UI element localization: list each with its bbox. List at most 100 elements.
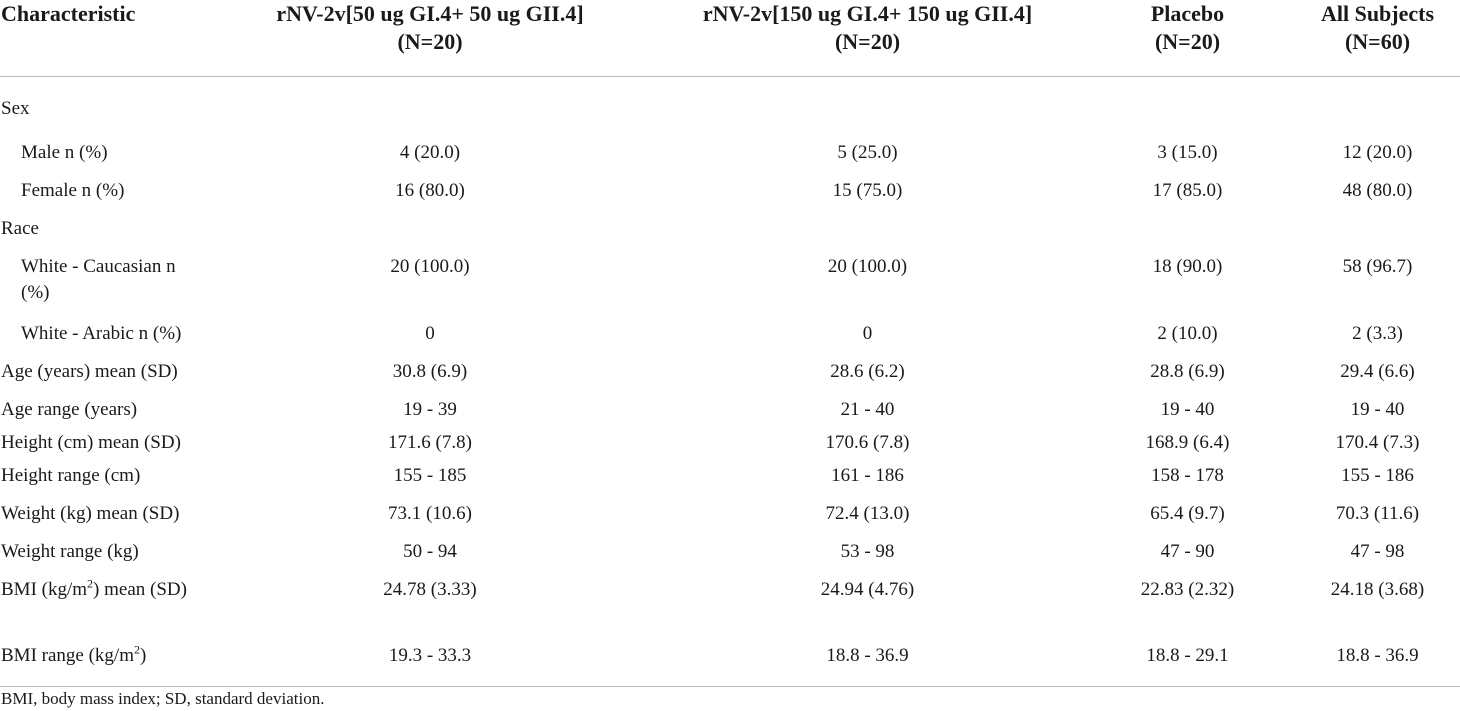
header-placebo: Placebo (N=20) bbox=[1080, 0, 1295, 77]
header-rnv-50ug: rNV-2v[50 ug GI.4+ 50 ug GII.4] (N=20) bbox=[205, 0, 655, 77]
cell-rnv-50ug: 171.6 (7.8) bbox=[388, 432, 472, 453]
cell-rnv-150ug: 0 bbox=[862, 323, 873, 344]
table-footnote: BMI, body mass index; SD, standard devia… bbox=[1, 689, 325, 708]
table-row: Male n (%) 4 (20.0) 5 (25.0) 3 (15.0) 12… bbox=[0, 133, 1460, 171]
table-row: White - Caucasian n (%) 20 (100.0) 20 (1… bbox=[0, 247, 1460, 314]
table-body: Sex Male n (%) 4 (20.0) 5 (25.0) 3 (15.0… bbox=[0, 77, 1460, 687]
cell-rnv-50ug: 73.1 (10.6) bbox=[388, 503, 472, 524]
cell-placebo bbox=[1080, 77, 1295, 134]
row-label: Age (years) mean (SD) bbox=[1, 361, 178, 382]
table-row: Age range (years) 19 - 39 21 - 40 19 - 4… bbox=[0, 390, 1460, 428]
demographics-table: Characteristic rNV-2v[50 ug GI.4+ 50 ug … bbox=[0, 0, 1460, 687]
cell-rnv-150ug: 24.94 (4.76) bbox=[820, 579, 915, 600]
header-all-subjects: All Subjects (N=60) bbox=[1295, 0, 1460, 77]
cell-rnv-150ug: 15 (75.0) bbox=[832, 180, 903, 201]
cell-placebo: 17 (85.0) bbox=[1152, 180, 1223, 201]
cell-all-subjects bbox=[1295, 77, 1460, 134]
cell-all-subjects: 170.4 (7.3) bbox=[1335, 432, 1420, 453]
row-label: Male n (%) bbox=[21, 142, 108, 163]
cell-placebo: 168.9 (6.4) bbox=[1145, 432, 1230, 453]
cell-all-subjects: 70.3 (11.6) bbox=[1335, 503, 1420, 524]
cell-rnv-50ug: 19.3 - 33.3 bbox=[205, 637, 655, 687]
table-row: White - Arabic n (%) 0 0 2 (10.0) 2 (3.3… bbox=[0, 314, 1460, 352]
cell-all-subjects: 18.8 - 36.9 bbox=[1295, 637, 1460, 687]
row-label: BMI range (kg/m2) bbox=[0, 637, 205, 687]
row-label: Weight range (kg) bbox=[1, 541, 139, 562]
row-label: White - Arabic n (%) bbox=[21, 323, 182, 344]
cell-rnv-150ug: 53 - 98 bbox=[840, 541, 895, 562]
cell-all-subjects: 24.18 (3.68) bbox=[1330, 579, 1425, 600]
cell-rnv-50ug bbox=[205, 77, 655, 134]
demographics-table-container: Characteristic rNV-2v[50 ug GI.4+ 50 ug … bbox=[0, 0, 1460, 687]
header-row: Characteristic rNV-2v[50 ug GI.4+ 50 ug … bbox=[0, 0, 1460, 77]
cell-placebo: 28.8 (6.9) bbox=[1150, 361, 1225, 382]
cell-all-subjects: 48 (80.0) bbox=[1342, 180, 1413, 201]
header-rnv-150ug: rNV-2v[150 ug GI.4+ 150 ug GII.4] (N=20) bbox=[655, 0, 1080, 77]
cell-all-subjects bbox=[1295, 209, 1460, 247]
table-row: Weight range (kg) 50 - 94 53 - 98 47 - 9… bbox=[0, 532, 1460, 570]
cell-rnv-150ug: 170.6 (7.8) bbox=[825, 432, 910, 453]
row-label: Sex bbox=[1, 98, 30, 119]
table-row: Race bbox=[0, 209, 1460, 247]
cell-rnv-150ug: 18.8 - 36.9 bbox=[655, 637, 1080, 687]
row-label: Female n (%) bbox=[21, 180, 125, 201]
cell-all-subjects: 12 (20.0) bbox=[1342, 142, 1413, 163]
row-label: Height (cm) mean (SD) bbox=[1, 432, 181, 453]
header-characteristic: Characteristic bbox=[0, 0, 205, 77]
cell-rnv-50ug: 19 - 39 bbox=[403, 399, 457, 420]
cell-rnv-150ug: 161 - 186 bbox=[831, 465, 904, 486]
cell-placebo: 158 - 178 bbox=[1151, 465, 1224, 486]
cell-all-subjects: 155 - 186 bbox=[1341, 465, 1414, 486]
cell-rnv-150ug: 20 (100.0) bbox=[827, 256, 908, 277]
bmi-label-suffix: ) mean (SD) bbox=[93, 579, 187, 600]
cell-placebo bbox=[1080, 209, 1295, 247]
cell-rnv-150ug: 5 (25.0) bbox=[837, 142, 898, 163]
table-row: Height range (cm) 155 - 185 161 - 186 15… bbox=[0, 456, 1460, 494]
cell-placebo: 18.8 - 29.1 bbox=[1080, 637, 1295, 687]
cell-placebo: 2 (10.0) bbox=[1157, 323, 1218, 344]
cell-all-subjects: 2 (3.3) bbox=[1352, 323, 1403, 344]
cell-rnv-50ug: 16 (80.0) bbox=[395, 180, 465, 201]
cell-rnv-50ug: 0 bbox=[425, 323, 435, 344]
cell-rnv-50ug: 50 - 94 bbox=[403, 541, 457, 562]
bmi-range-label-text: BMI range (kg/m bbox=[1, 645, 134, 666]
cell-rnv-50ug: 24.78 (3.33) bbox=[383, 579, 477, 600]
cell-all-subjects: 29.4 (6.6) bbox=[1340, 361, 1415, 382]
table-row: Height (cm) mean (SD) 171.6 (7.8) 170.6 … bbox=[0, 428, 1460, 456]
table-row: BMI range (kg/m2) 19.3 - 33.3 18.8 - 36.… bbox=[0, 637, 1460, 687]
row-label: Weight (kg) mean (SD) bbox=[1, 503, 180, 524]
cell-rnv-150ug bbox=[655, 209, 1080, 247]
table-row: BMI (kg/m2) mean (SD) 24.78 (3.33) 24.94… bbox=[0, 570, 1460, 637]
bmi-label-superscript: 2 bbox=[87, 576, 94, 591]
cell-rnv-150ug: 21 - 40 bbox=[840, 399, 895, 420]
bmi-range-label-superscript: 2 bbox=[133, 642, 140, 657]
cell-all-subjects: 58 (96.7) bbox=[1342, 256, 1413, 277]
table-row: Female n (%) 16 (80.0) 15 (75.0) 17 (85.… bbox=[0, 171, 1460, 209]
cell-placebo: 22.83 (2.32) bbox=[1140, 579, 1235, 600]
cell-rnv-50ug bbox=[205, 209, 655, 247]
table-header: Characteristic rNV-2v[50 ug GI.4+ 50 ug … bbox=[0, 0, 1460, 77]
cell-rnv-150ug: 72.4 (13.0) bbox=[825, 503, 910, 524]
cell-placebo: 47 - 90 bbox=[1160, 541, 1215, 562]
cell-rnv-50ug: 155 - 185 bbox=[393, 465, 467, 486]
table-row: Weight (kg) mean (SD) 73.1 (10.6) 72.4 (… bbox=[0, 494, 1460, 532]
bmi-label-text: BMI (kg/m bbox=[1, 579, 88, 600]
table-row: Age (years) mean (SD) 30.8 (6.9) 28.6 (6… bbox=[0, 352, 1460, 390]
bmi-range-label-suffix: ) bbox=[139, 645, 147, 666]
cell-all-subjects: 19 - 40 bbox=[1350, 399, 1405, 420]
cell-rnv-50ug: 20 (100.0) bbox=[390, 256, 470, 277]
row-label: White - Caucasian n (%) bbox=[21, 256, 176, 303]
row-label: Race bbox=[1, 218, 39, 239]
row-label: Height range (cm) bbox=[1, 465, 141, 486]
table-row: Sex bbox=[0, 77, 1460, 134]
cell-rnv-150ug: 28.6 (6.2) bbox=[830, 361, 905, 382]
cell-rnv-150ug bbox=[655, 77, 1080, 134]
cell-placebo: 18 (90.0) bbox=[1152, 256, 1223, 277]
cell-placebo: 19 - 40 bbox=[1160, 399, 1215, 420]
cell-rnv-50ug: 4 (20.0) bbox=[399, 142, 461, 163]
row-label: BMI (kg/m2) mean (SD) bbox=[0, 570, 205, 637]
cell-all-subjects: 47 - 98 bbox=[1350, 541, 1405, 562]
row-label: Age range (years) bbox=[1, 399, 138, 420]
cell-placebo: 65.4 (9.7) bbox=[1150, 503, 1225, 524]
cell-placebo: 3 (15.0) bbox=[1157, 142, 1218, 163]
